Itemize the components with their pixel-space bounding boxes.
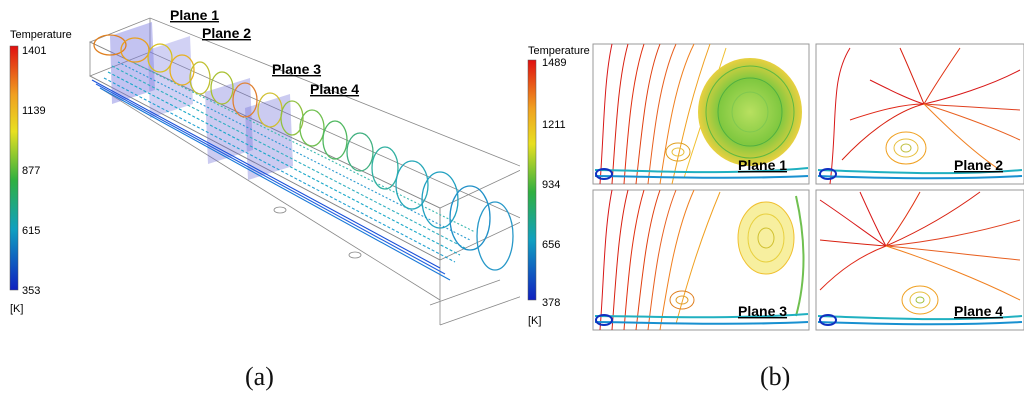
colorbar-b-title: Temperature [528, 45, 590, 57]
plane-slab [148, 36, 193, 118]
plane-label: Plane 4 [954, 303, 1003, 319]
plane-label: Plane 3 [272, 61, 321, 77]
plane-label: Plane 4 [310, 81, 359, 97]
colorbar-a-tick: 615 [22, 225, 40, 237]
plane-3-panel: Plane 3 [593, 190, 809, 330]
plane-2-panel: Plane 2 [816, 44, 1024, 184]
colorbar-b-tick: 1489 [542, 57, 566, 69]
colorbar-b-gradient [528, 60, 536, 300]
plane-label: Plane 1 [170, 7, 219, 23]
plane-label: Plane 3 [738, 303, 787, 319]
plane-label: Plane 2 [202, 25, 251, 41]
figure-a: Temperature 1401 1139 877 615 353 [K] [0, 0, 520, 345]
colorbar-a: Temperature 1401 1139 877 615 353 [K] [10, 29, 72, 315]
colorbar-b-unit: [K] [528, 315, 541, 327]
colorbar-a-gradient [10, 46, 18, 290]
colorbar-b-tick: 1211 [542, 119, 566, 131]
colorbar-a-tick: 877 [22, 165, 40, 177]
plane-1-panel: Plane 1 [593, 44, 809, 184]
colorbar-b-tick: 378 [542, 297, 560, 309]
colorbar-a-title: Temperature [10, 29, 72, 41]
figure-caption: (b) [760, 362, 790, 392]
plane-label: Plane 2 [954, 157, 1003, 173]
vortex-core [698, 58, 802, 166]
plane-label: Plane 1 [738, 157, 787, 173]
colorbar-a-tick: 1139 [22, 105, 46, 117]
colorbar-b-tick: 656 [542, 239, 560, 251]
plane-labels-a: Plane 1 Plane 2 Plane 3 Plane 4 [170, 7, 359, 97]
colorbar-a-unit: [K] [10, 303, 23, 315]
colorbar-b: Temperature 1489 1211 934 656 378 [K] [528, 45, 590, 327]
colorbar-b-tick: 934 [542, 179, 560, 191]
colorbar-a-tick: 1401 [22, 45, 46, 57]
figure-caption: (a) [245, 362, 274, 392]
plane-4-panel: Plane 4 [816, 190, 1024, 330]
figure-b: Temperature 1489 1211 934 656 378 [K] [520, 0, 1024, 345]
colorbar-a-tick: 353 [22, 285, 40, 297]
